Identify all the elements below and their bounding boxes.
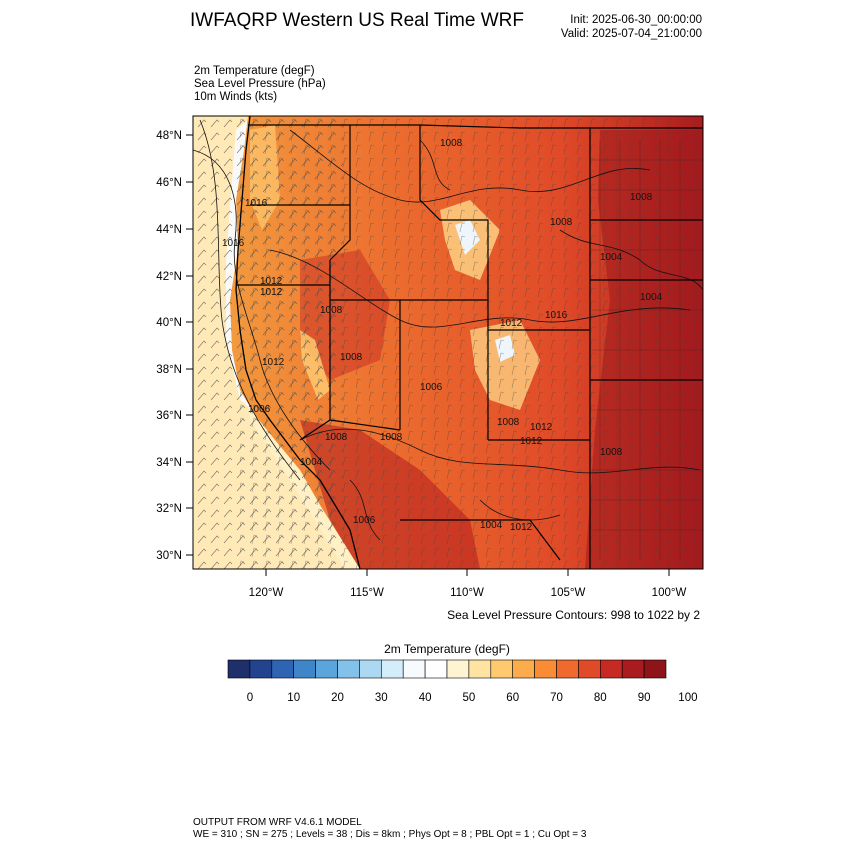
colorbar-tick-label: 100	[678, 692, 697, 704]
map-frame	[192, 115, 704, 570]
pressure-label: 1008	[320, 305, 343, 316]
lat-label: 42°N	[156, 271, 182, 283]
colorbar-swatch	[249, 659, 273, 679]
pressure-label: 1008	[497, 417, 520, 428]
footer-model: OUTPUT FROM WRF V4.6.1 MODEL	[193, 817, 362, 828]
pressure-label: 1004	[480, 520, 503, 531]
colorbar-tick-label: 70	[550, 692, 563, 704]
colorbar-swatch	[227, 659, 251, 679]
valid-time: Valid: 2025-07-04_21:00:00	[560, 28, 702, 40]
lat-label: 38°N	[156, 364, 182, 376]
colorbar-swatch	[556, 659, 579, 679]
pressure-label: 1012	[520, 436, 543, 447]
pressure-label: 1004	[640, 292, 663, 303]
map-plot-area	[193, 116, 703, 569]
colorbar-swatch	[293, 659, 316, 679]
lon-axis: 120°W 115°W 110°W 105°W 100°W	[249, 569, 687, 599]
colorbar-swatch	[534, 659, 557, 679]
contour-note: Sea Level Pressure Contours: 998 to 1022…	[447, 608, 700, 622]
lat-label: 34°N	[156, 457, 182, 469]
footer-config: WE = 310 ; SN = 275 ; Levels = 38 ; Dis …	[193, 829, 587, 840]
field-label-winds: 10m Winds (kts)	[194, 91, 278, 103]
colorbar-tick-label: 80	[594, 692, 607, 704]
pressure-label: 1006	[353, 515, 376, 526]
colorbar-tick-label: 50	[463, 692, 476, 704]
pressure-label: 1004	[600, 252, 623, 263]
pressure-label: 1008	[340, 352, 363, 363]
pressure-label: 1012	[262, 357, 285, 368]
lat-label: 30°N	[156, 550, 182, 562]
colorbar-swatch	[337, 659, 360, 679]
lat-label: 46°N	[156, 177, 182, 189]
colorbar-swatch	[315, 659, 338, 679]
pressure-label: 1008	[630, 192, 653, 203]
pressure-label: 1012	[510, 522, 533, 533]
coastline	[235, 116, 361, 569]
colorbar-tick-label: 30	[375, 692, 388, 704]
pressure-label: 1006	[420, 382, 443, 393]
lon-label: 110°W	[450, 587, 484, 599]
wind-barbs-land	[240, 116, 703, 569]
colorbar-ticks: 0 10 20 30 40 50 60 70 80 90 100	[247, 692, 698, 704]
pressure-label: 1016	[245, 198, 268, 209]
pressure-label: 1016	[545, 310, 568, 321]
pressure-label: 1004	[300, 457, 323, 468]
lat-axis: 48°N 46°N 44°N 42°N 40°N 38°N 36°N 34°N 32°N 30°N	[156, 130, 193, 562]
lat-label: 44°N	[156, 224, 182, 236]
colorbar-tick-label: 40	[419, 692, 432, 704]
lon-label: 120°W	[249, 587, 284, 599]
pressure-label-group: 1008101610161012100810081012100410041008…	[222, 138, 663, 533]
lat-label: 40°N	[156, 317, 182, 329]
colorbar-swatch	[402, 659, 426, 679]
colorbar-swatch	[512, 659, 535, 679]
colorbar-swatch	[468, 659, 492, 679]
colorbar-tick-label: 60	[506, 692, 519, 704]
pressure-label: 1008	[600, 447, 623, 458]
pressure-label: 1008	[440, 138, 463, 149]
pressure-label: 1006	[248, 404, 271, 415]
pressure-label: 1012	[260, 287, 283, 298]
colorbar-swatch	[578, 659, 601, 679]
pressure-label: 1012	[260, 276, 283, 287]
pressure-label: 1008	[550, 217, 573, 228]
colorbar-swatch	[446, 659, 470, 679]
lon-label: 100°W	[652, 587, 687, 599]
lon-label: 115°W	[350, 587, 384, 599]
colorbar-swatch	[490, 659, 513, 679]
colorbar-swatch	[359, 659, 382, 679]
colorbar-swatch	[380, 659, 404, 679]
colorbar-tick-label: 20	[331, 692, 344, 704]
pressure-label: 1012	[530, 422, 553, 433]
state-borders	[236, 124, 703, 569]
lat-label: 36°N	[156, 410, 182, 422]
pressure-label: 1008	[325, 432, 348, 443]
colorbar-swatch	[424, 659, 448, 679]
field-label-temperature: 2m Temperature (degF)	[194, 65, 315, 77]
county-lines	[590, 140, 703, 560]
field-label-pressure: Sea Level Pressure (hPa)	[194, 78, 326, 90]
colorbar-tick-label: 0	[247, 692, 253, 704]
pressure-label: 1008	[380, 432, 403, 443]
colorbar-swatch	[271, 659, 294, 679]
lat-label: 48°N	[156, 130, 182, 142]
colorbar-swatch	[643, 659, 667, 679]
colorbar-swatch	[599, 659, 623, 679]
lat-label: 32°N	[156, 503, 182, 515]
lon-label: 105°W	[551, 587, 586, 599]
page-title: IWFAQRP Western US Real Time WRF	[190, 10, 524, 31]
pressure-label: 1012	[500, 318, 523, 329]
init-time: Init: 2025-06-30_00:00:00	[570, 14, 702, 26]
pressure-contours	[193, 119, 703, 541]
pressure-label: 1016	[222, 238, 245, 249]
colorbar	[227, 659, 667, 679]
colorbar-tick-label: 10	[287, 692, 300, 704]
colorbar-swatch	[621, 659, 645, 679]
colorbar-tick-label: 90	[638, 692, 651, 704]
colorbar-title: 2m Temperature (degF)	[384, 642, 510, 656]
